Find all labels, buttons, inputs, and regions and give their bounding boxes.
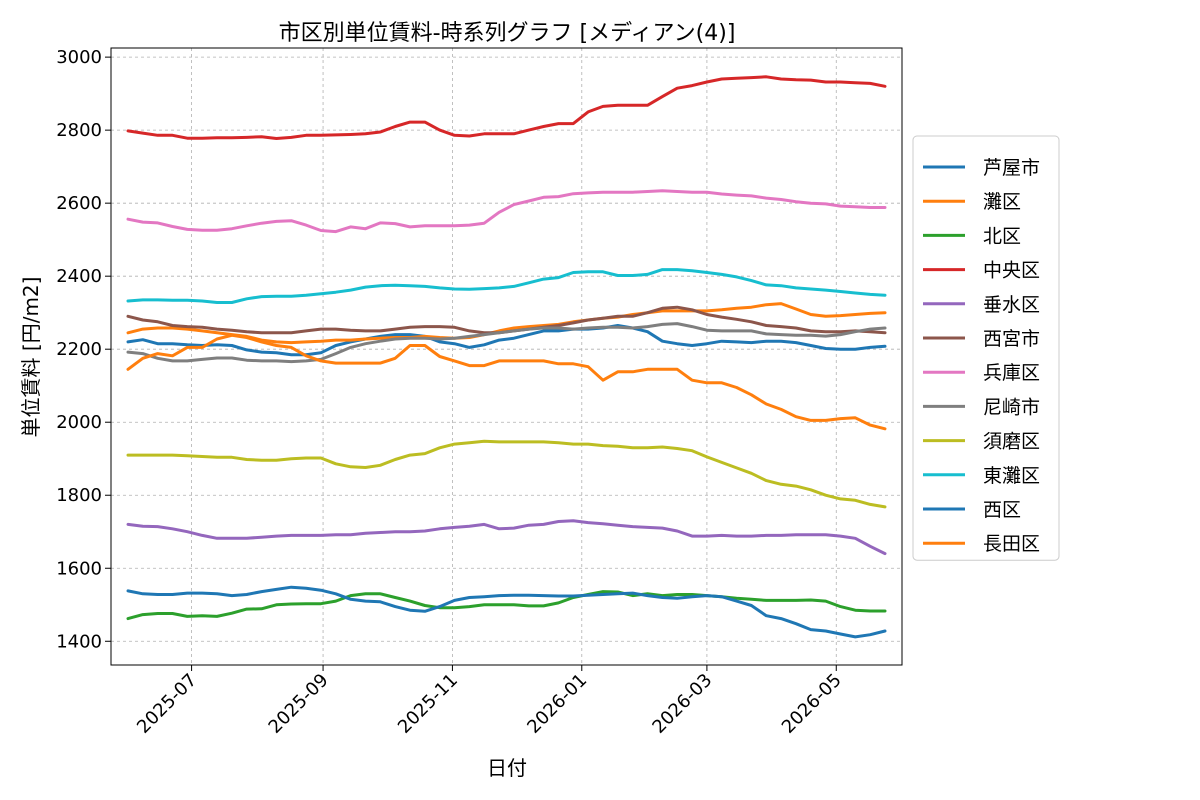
gridlines <box>111 48 902 665</box>
x-tick-label: 2026-01 <box>523 670 591 738</box>
y-axis-title: 単位賃料 [円/m2] <box>19 277 43 438</box>
plot-frame <box>110 47 903 666</box>
legend-label: 尼崎市 <box>983 396 1040 418</box>
x-axis-ticks: 2025-07 2025-09 2025-11 2026-01 2026-03 2026-… <box>133 665 846 738</box>
y-axis-ticks: 1400 1600 1800 2000 2200 2400 2600 2800 3000 <box>56 47 111 652</box>
y-tick-label: 1600 <box>56 558 102 579</box>
series-line-10 <box>126 585 887 639</box>
series-line-6 <box>126 189 887 234</box>
x-tick-label: 2025-09 <box>265 670 333 738</box>
legend-label: 西区 <box>983 499 1021 521</box>
x-tick-label: 2026-05 <box>778 670 846 738</box>
legend-label: 芦屋市 <box>983 157 1040 179</box>
legend-label: 北区 <box>983 225 1021 247</box>
series-line-2 <box>126 590 887 621</box>
legend-label: 中央区 <box>983 260 1040 282</box>
series-line-8 <box>126 439 887 509</box>
x-tick-label: 2026-03 <box>648 670 716 738</box>
series-lines <box>126 75 887 639</box>
y-tick-label: 1400 <box>56 631 102 652</box>
y-tick-label: 2600 <box>56 193 102 214</box>
legend-label: 西宮市 <box>983 328 1040 350</box>
legend-label: 長田区 <box>983 533 1040 555</box>
series-line-0 <box>126 324 887 357</box>
series-line-4 <box>126 519 887 556</box>
series-line-11 <box>126 333 887 431</box>
x-tick-label: 2025-07 <box>133 670 201 738</box>
legend-label: 灘区 <box>983 191 1021 213</box>
series-line-9 <box>126 268 887 304</box>
y-tick-label: 2200 <box>56 339 102 360</box>
chart-title: 市区別単位賃料-時系列グラフ [メディアン(4)] <box>279 21 736 46</box>
legend-label: 須磨区 <box>983 431 1040 453</box>
y-tick-label: 1800 <box>56 485 102 506</box>
y-tick-label: 2400 <box>56 266 102 287</box>
legend-label: 兵庫区 <box>983 362 1040 384</box>
legend-box <box>912 135 1060 561</box>
series-line-7 <box>126 322 887 364</box>
x-tick-label: 2025-11 <box>394 670 462 738</box>
legend-label: 垂水区 <box>983 294 1040 316</box>
x-axis-title: 日付 <box>487 756 527 780</box>
y-tick-label: 2000 <box>56 412 102 433</box>
y-tick-label: 2800 <box>56 120 102 141</box>
y-tick-label: 3000 <box>56 47 102 68</box>
series-line-3 <box>126 75 887 140</box>
legend-label: 東灘区 <box>983 465 1040 487</box>
